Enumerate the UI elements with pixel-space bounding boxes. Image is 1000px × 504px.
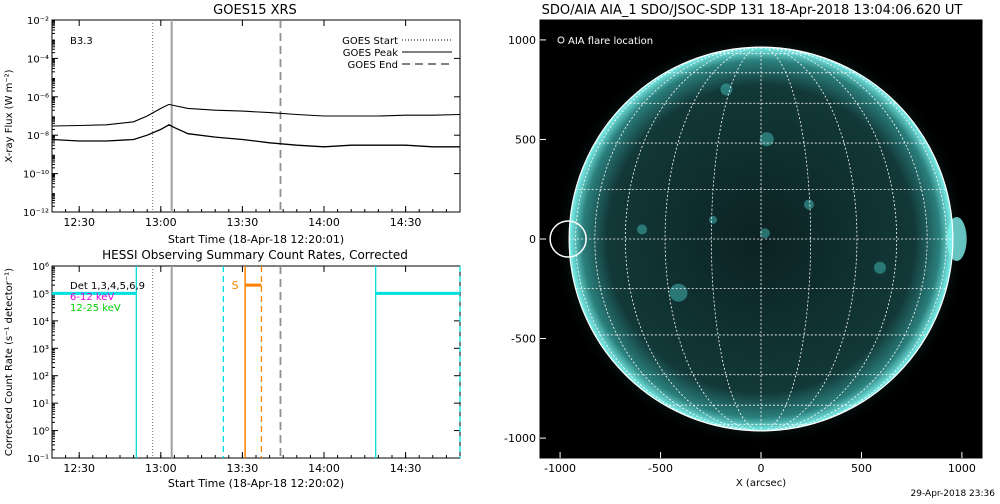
longitude-grid-line [760,46,928,432]
hessi-y-tick-label: 10³ [32,344,49,355]
hessi-panel: HESSI Observing Summary Count Rates, Cor… [4,248,461,490]
longitude-grid-line [760,46,812,432]
solar-bright-patch [803,199,814,210]
goes-legend: GOES Start GOES Peak GOES End [342,36,452,71]
aia-title: SDO/AIA AIA_1 SDO/JSOC-SDP 131 18-Apr-20… [542,3,963,18]
goes-x-tick-label: 13:00 [145,216,177,229]
aia-legend-label: AIA flare location [568,36,653,47]
hessi-x-axis: 12:30 13:00 13:30 14:00 14:30 [63,266,447,475]
aia-x-axis: -1000 -500 0 500 1000 [544,452,976,475]
solar-limb-outline [568,46,954,432]
longitude-grid-line [760,46,898,432]
solar-bright-patch [759,132,774,147]
hessi-title: HESSI Observing Summary Count Rates, Cor… [102,248,408,262]
hessi-legend-6-12kev: 6-12 keV [70,292,114,303]
goes-xrs-panel: GOES15 XRS 10⁻¹² 10⁻¹⁰ 10⁻⁸ 10⁻⁶ 10⁻⁴ 10⁻² 12… [4,3,461,246]
solar-disk [569,47,953,431]
longitude-grid-line [760,46,947,432]
aia-y-tick-label: -500 [511,333,536,346]
aia-y-tick-label: 0 [529,233,536,246]
aia-x-tick-label: 500 [851,462,872,475]
hessi-x-tick-label: 14:30 [390,462,422,475]
hessi-x-tick-label: 13:00 [145,462,177,475]
hessi-event-lines [152,266,282,458]
solar-bright-patch [720,83,733,96]
goes-x-label: Start Time (18-Apr-18 12:20:01) [168,233,344,246]
hessi-y-axis: 10⁻¹ 10⁰ 10¹ 10² 10³ 10⁴ 10⁵ 10⁶ [27,262,460,465]
hessi-legend: Det 1,3,4,5,6,9 6-12 keV 12-25 keV [70,281,145,314]
goes-x-tick-label: 12:30 [63,216,95,229]
solar-bright-patch [637,224,648,235]
solar-bright-features [637,83,967,302]
hessi-saa-label: S [232,279,239,292]
goes-y-label: X-ray Flux (W m⁻²) [4,69,15,162]
goes-y-tick-label: 10⁻² [27,16,49,27]
goes-y-tick-label: 10⁻⁴ [27,54,49,65]
goes-legend-end: GOES End [348,60,398,71]
hessi-detectors-label: Det 1,3,4,5,6,9 [70,281,145,292]
goes-series-group [51,103,461,148]
hessi-y-tick-label: 10⁵ [32,289,49,300]
aia-x-label: X (arcsec) [736,478,786,489]
goes-x-tick-label: 13:30 [227,216,259,229]
goes-y-tick-label: 10⁻⁸ [27,131,49,142]
aia-image-panel: SDO/AIA AIA_1 SDO/JSOC-SDP 131 18-Apr-20… [504,3,983,489]
goes-x-axis: 12:30 13:00 13:30 14:00 14:30 [63,20,447,229]
aia-x-tick-label: 1000 [948,462,976,475]
longitude-grid-line [664,46,762,432]
aia-legend-circle-icon [557,36,565,44]
hessi-y-tick-label: 10⁴ [32,317,49,328]
longitude-grid-line [624,46,762,432]
aia-x-tick-label: -500 [648,462,673,475]
goes-x-tick-label: 14:00 [308,216,340,229]
hessi-y-tick-label: 10⁰ [32,427,49,438]
goes-legend-start: GOES Start [342,36,398,47]
aia-y-tick-label: -1000 [504,432,536,445]
goes-flare-class: B3.3 [70,36,93,47]
goes-y-tick-label: 10⁻¹⁰ [23,170,49,181]
solar-east-limb-brightening [946,217,967,261]
goes-x-tick-label: 14:30 [390,216,422,229]
goes-y-axis: 10⁻¹² 10⁻¹⁰ 10⁻⁸ 10⁻⁶ 10⁻⁴ 10⁻² [23,16,460,219]
hessi-x-tick-label: 14:00 [308,462,340,475]
aia-y-tick-label: 500 [515,133,536,146]
heliographic-grid [569,46,953,432]
goes-legend-peak: GOES Peak [343,48,398,59]
hessi-y-tick-label: 10¹ [32,399,49,410]
solar-bright-patch [669,283,688,302]
longitude-grid-line [594,46,762,432]
hessi-y-tick-label: 10² [32,372,49,383]
goes-event-lines [152,20,282,212]
aia-y-tick-label: 1000 [508,34,536,47]
solar-bright-patch [873,261,886,274]
hessi-y-label: Corrected Count Rate (s⁻¹ detector⁻¹) [4,268,15,456]
goes-series-line-2 [51,124,460,148]
longitude-grid-line [575,46,762,432]
goes-y-tick-label: 10⁻⁶ [27,93,49,104]
hessi-series-group: S [52,266,461,458]
hessi-legend-12-25kev: 12-25 keV [70,303,121,314]
aia-x-tick-label: 0 [758,462,765,475]
hessi-x-tick-label: 12:30 [63,462,95,475]
hessi-x-label: Start Time (18-Apr-18 12:20:02) [168,477,344,490]
footer-timestamp: 29-Apr-2018 23:36 [911,489,996,499]
solar-bright-patch [709,215,718,224]
aia-x-tick-label: -1000 [544,462,576,475]
longitude-grid-line [710,46,762,432]
goes-series-line-1 [51,103,461,127]
solar-bright-patch [759,228,770,239]
aia-flare-location-marker [549,220,587,258]
hessi-x-tick-label: 13:30 [227,462,259,475]
hessi-y-tick-label: 10⁶ [32,262,49,273]
aia-image-content [549,31,969,447]
hessi-y-tick-label: 10⁻¹ [27,454,49,465]
goes-y-tick-label: 10⁻¹² [23,208,49,219]
goes-plot-frame [51,19,461,213]
goes-title: GOES15 XRS [213,3,297,18]
longitude-grid-line [760,46,858,432]
aia-y-axis: 1000 500 0 -500 -1000 [504,34,546,445]
